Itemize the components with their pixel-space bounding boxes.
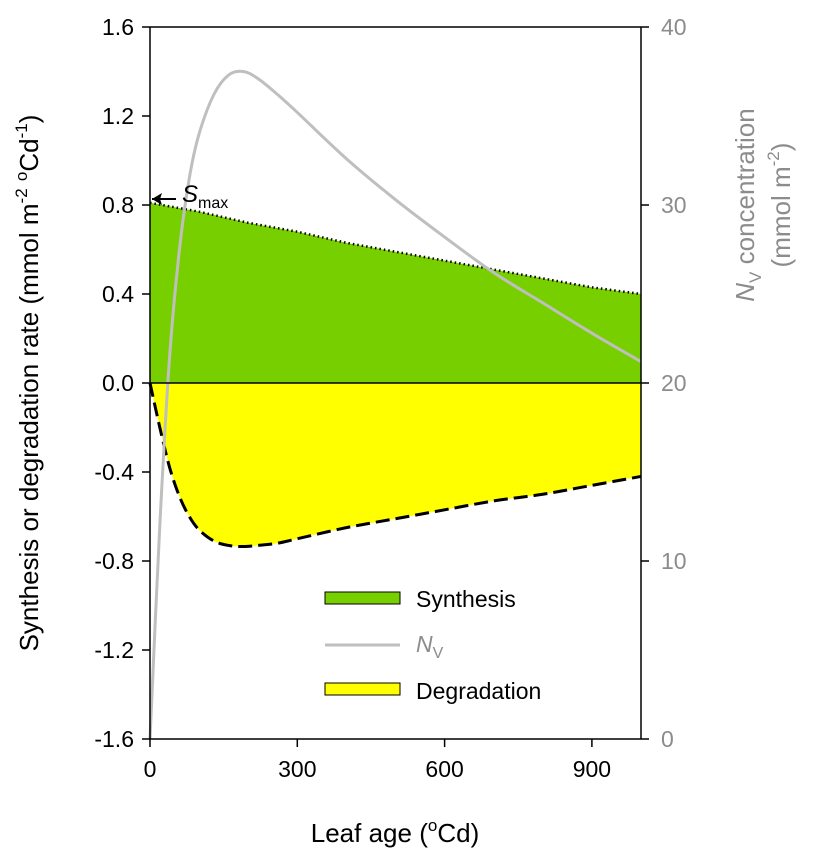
legend-swatch-degradation [324,682,401,696]
left-tick-label: 1.6 [102,14,134,40]
y-right-axis-label-line1: NV concentration [730,108,765,301]
x-tick-label: 900 [573,756,611,782]
right-tick-label: 30 [661,192,687,218]
y-left-axis-label: Synthesis or degradation rate (mmol m-2 … [12,115,44,652]
left-tick-label: 0.4 [102,281,134,307]
synthesis-area [150,202,641,383]
legend-label-degradation: Degradation [416,678,541,704]
x-axis-label: Leaf age (oCd) [311,816,479,848]
legend: Synthesis NV Degradation [324,586,541,704]
left-tick-label: -1.2 [94,637,134,663]
left-tick-label: 0.8 [102,192,134,218]
left-tick-label: 0.0 [102,370,134,396]
degradation-area [150,383,641,547]
right-tick-label: 40 [661,14,687,40]
x-axis-ticks: 0 300 600 900 [144,739,611,782]
left-tick-label: 1.2 [102,103,134,129]
y-right-axis-label-line2: (mmol m-2) [764,143,796,268]
legend-swatch-synthesis [324,591,401,605]
smax-label: Smax [182,181,228,212]
left-tick-label: -0.8 [94,548,134,574]
right-tick-label: 0 [661,726,674,752]
left-tick-label: -0.4 [94,459,134,485]
legend-label-nv: NV [416,631,444,662]
x-tick-label: 600 [425,756,463,782]
right-tick-label: 20 [661,370,687,396]
right-tick-label: 10 [661,548,687,574]
x-tick-label: 300 [278,756,316,782]
smax-annotation: Smax [152,181,228,212]
x-tick-label: 0 [144,756,157,782]
plot-area [148,69,642,740]
right-axis-ticks: 0 10 20 30 40 [641,14,687,752]
smax-arrow-head [152,193,162,205]
legend-label-synthesis: Synthesis [416,586,516,612]
left-axis-ticks: -1.6 -1.2 -0.8 -0.4 0.0 0.4 0.8 1.2 1.6 [94,14,150,752]
left-tick-label: -1.6 [94,726,134,752]
nv-concentration-line [148,69,642,740]
